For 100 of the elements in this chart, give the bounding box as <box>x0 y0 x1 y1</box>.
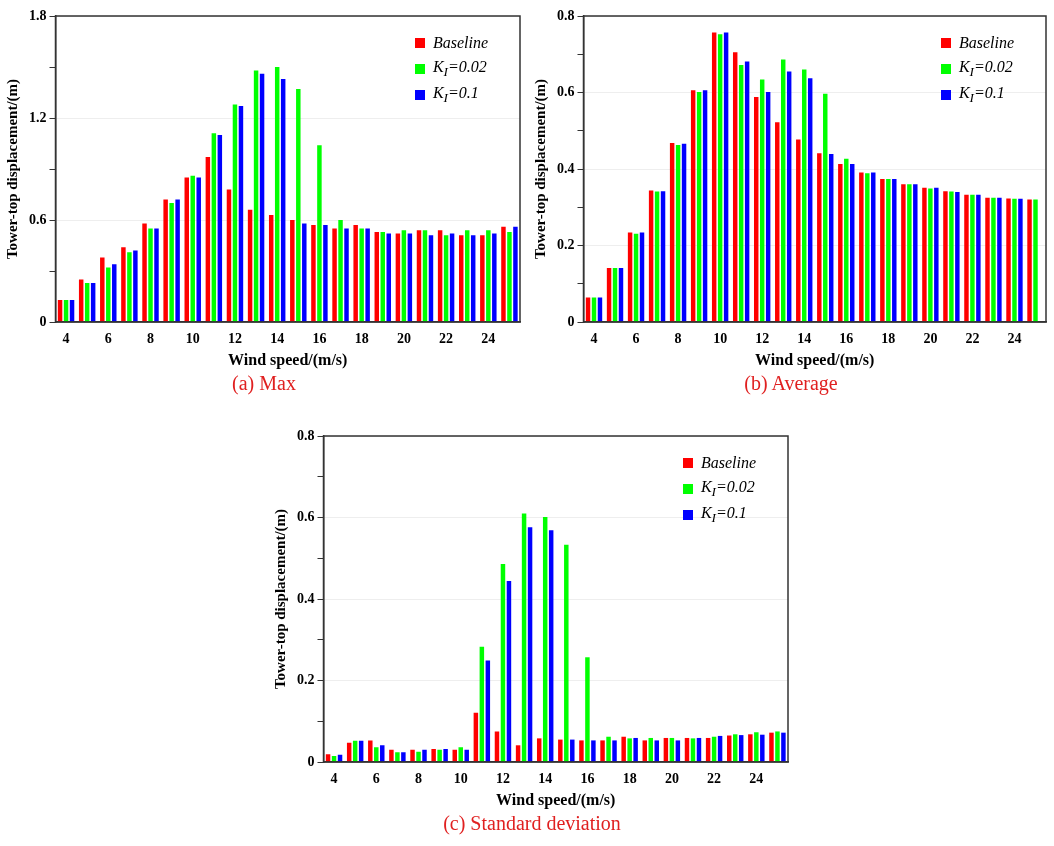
x-tick-label: 4 <box>590 331 598 347</box>
x-tick-label: 14 <box>538 771 553 787</box>
bar <box>311 225 316 322</box>
x-tick-label: 4 <box>62 331 70 347</box>
bar <box>564 544 569 762</box>
bar <box>365 228 370 322</box>
bar <box>389 749 394 762</box>
bar <box>928 188 933 322</box>
bar <box>359 228 364 322</box>
bar <box>844 158 849 322</box>
bar <box>1006 198 1011 322</box>
bar <box>353 225 358 322</box>
bar <box>970 194 975 322</box>
x-tick-label: 24 <box>749 771 764 787</box>
bar <box>976 194 981 322</box>
bar <box>748 734 753 762</box>
x-tick-label: 8 <box>147 331 155 347</box>
bar <box>964 194 969 322</box>
bar <box>148 228 153 322</box>
x-tick-label: 12 <box>227 331 242 347</box>
bar <box>754 732 759 762</box>
bar <box>570 739 575 762</box>
bar <box>464 749 469 762</box>
x-axis-title: Wind speed/(m/s) <box>496 790 616 809</box>
bar <box>344 228 349 322</box>
bar <box>585 657 590 762</box>
legend-label: K$_{I}$=0.02 <box>432 57 487 81</box>
bar <box>1018 198 1023 322</box>
bar <box>786 71 792 322</box>
bar <box>480 235 485 322</box>
legend-label: K$_{I}$=0.1 <box>432 83 479 107</box>
bar <box>112 264 117 322</box>
bar <box>133 250 138 322</box>
x-tick-label: 12 <box>755 331 770 347</box>
bar <box>886 178 891 322</box>
bar <box>196 177 201 322</box>
bar <box>106 267 111 322</box>
x-tick-label: 4 <box>330 771 338 787</box>
bar <box>492 233 497 322</box>
y-tick-label: 0.6 <box>557 84 575 100</box>
bar <box>796 139 801 322</box>
x-tick-label: 16 <box>839 331 854 347</box>
y-tick-label: 0.2 <box>557 237 575 253</box>
bar <box>169 203 174 322</box>
x-tick-label: 22 <box>439 331 454 347</box>
x-tick-label: 10 <box>713 331 728 347</box>
legend-label: K$_{I}$=0.02 <box>958 57 1013 81</box>
bar <box>600 740 605 762</box>
bar <box>395 752 400 762</box>
bar <box>317 145 322 322</box>
bar <box>458 747 463 762</box>
bar <box>127 252 132 322</box>
bar <box>296 89 301 322</box>
bar <box>368 740 373 762</box>
bar <box>907 184 912 322</box>
x-tick-label: 24 <box>1007 331 1022 347</box>
bar <box>437 749 442 762</box>
legend-label: Baseline <box>958 34 1014 52</box>
x-tick-label: 20 <box>923 331 938 347</box>
y-tick-label: 0.4 <box>297 590 315 606</box>
bar <box>401 752 406 762</box>
bar <box>781 732 786 762</box>
legend-label: K$_{I}$=0.1 <box>958 83 1005 107</box>
y-axis-title: Tower-top displacement/(m) <box>271 508 289 690</box>
x-tick-label: 18 <box>354 331 369 347</box>
x-tick-label: 24 <box>481 331 496 347</box>
bar <box>332 228 337 322</box>
bar <box>997 197 1002 322</box>
bar <box>880 178 885 322</box>
bar <box>154 228 159 322</box>
y-tick-label: 0 <box>39 313 47 329</box>
legend-label: K$_{I}$=0.1 <box>700 503 747 527</box>
bar <box>934 187 939 322</box>
bar <box>190 175 195 322</box>
x-tick-label: 16 <box>580 771 595 787</box>
text: (b) Average <box>743 372 839 395</box>
x-tick-label: 20 <box>396 331 411 347</box>
bar <box>775 731 780 762</box>
bar <box>606 736 611 762</box>
bar <box>633 737 638 762</box>
bar <box>723 32 729 322</box>
x-tick-label: 8 <box>415 771 423 787</box>
bar <box>1033 199 1038 322</box>
bar <box>486 230 491 322</box>
legend-label: Baseline <box>700 454 756 472</box>
bar <box>591 740 596 762</box>
y-tick-label: 0.4 <box>557 160 575 176</box>
y-tick-label: 0 <box>567 313 575 329</box>
bar <box>374 747 379 762</box>
bar <box>612 740 617 762</box>
bar <box>949 191 954 322</box>
bar <box>422 749 427 762</box>
bar <box>558 739 563 762</box>
bar <box>302 223 307 322</box>
bar <box>760 734 765 762</box>
x-tick-label: 18 <box>881 331 896 347</box>
bar <box>323 225 328 322</box>
bar <box>922 187 927 322</box>
bar <box>621 736 626 762</box>
x-tick-label: 6 <box>372 771 380 787</box>
